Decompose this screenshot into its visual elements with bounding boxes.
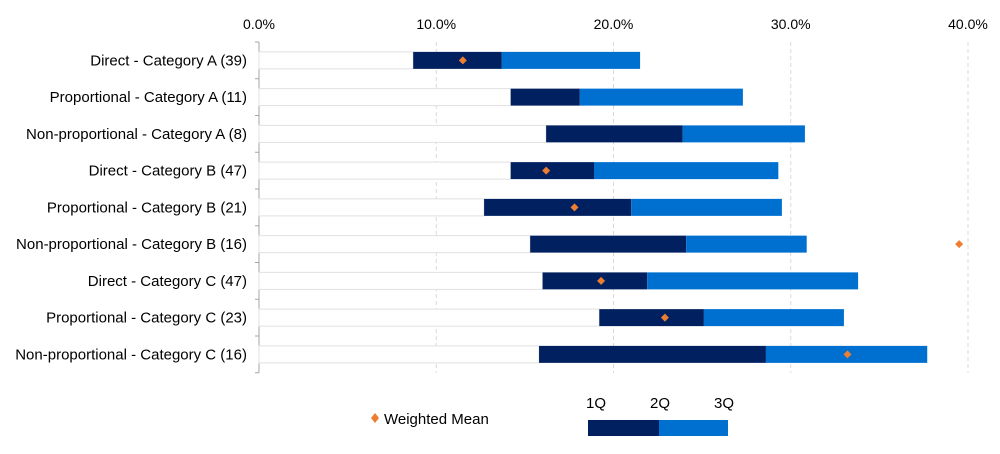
category-label: Proportional - Category B (21) bbox=[47, 199, 247, 216]
mean-marker bbox=[955, 240, 964, 249]
bar-lower-band bbox=[510, 88, 580, 106]
x-tick-label: 10.0% bbox=[416, 16, 456, 32]
bar-lower-band bbox=[510, 162, 595, 180]
x-tick-label: 30.0% bbox=[771, 16, 811, 32]
category-label: Direct - Category C (47) bbox=[88, 273, 247, 290]
legend-mean-label: Weighted Mean bbox=[384, 411, 489, 428]
bar-lower-band bbox=[484, 198, 632, 216]
x-tick-label: 40.0% bbox=[948, 16, 988, 32]
base-track bbox=[258, 88, 512, 107]
base-track bbox=[258, 271, 544, 290]
mean-markers bbox=[458, 56, 964, 359]
bar-lower-band bbox=[542, 272, 648, 290]
bar-upper-band bbox=[686, 235, 807, 253]
category-label: Proportional - Category C (23) bbox=[46, 310, 247, 327]
mean-marker bbox=[542, 166, 551, 175]
bar-upper-band bbox=[682, 125, 805, 143]
bar-upper-band bbox=[594, 162, 779, 180]
axis-layer bbox=[255, 41, 260, 374]
base-track bbox=[258, 161, 512, 180]
x-tick-labels: 0.0% 10.0% 20.0% 30.0% 40.0% bbox=[243, 16, 988, 32]
category-label: Direct - Category A (39) bbox=[90, 52, 247, 69]
category-label: Non-proportional - Category C (16) bbox=[15, 346, 247, 363]
bar-upper-band bbox=[579, 88, 743, 106]
legend: Weighted Mean 1Q 2Q 3Q bbox=[371, 395, 734, 436]
category-label: Direct - Category B (47) bbox=[89, 163, 247, 180]
category-label: Non-proportional - Category B (16) bbox=[16, 236, 247, 253]
base-track bbox=[258, 308, 600, 327]
legend-mean-marker bbox=[371, 413, 379, 423]
bar-upper-band bbox=[501, 51, 641, 69]
category-label: Non-proportional - Category A (8) bbox=[26, 126, 247, 143]
category-label: Proportional - Category A (11) bbox=[50, 89, 247, 106]
x-tick-label: 0.0% bbox=[243, 16, 275, 32]
x-tick-label: 20.0% bbox=[594, 16, 634, 32]
bar-lower-band bbox=[539, 345, 766, 363]
base-track bbox=[258, 198, 485, 217]
bar-lower-band bbox=[546, 125, 683, 143]
bar-lower-band bbox=[530, 235, 687, 253]
mean-marker bbox=[458, 56, 467, 65]
base-track bbox=[258, 124, 547, 143]
legend-q2-label: 2Q bbox=[650, 395, 670, 412]
legend-upper-band bbox=[659, 420, 728, 436]
bar-upper-band bbox=[631, 198, 782, 216]
bar-lower-band bbox=[599, 309, 704, 327]
bar-upper-band bbox=[647, 272, 859, 290]
base-track bbox=[258, 235, 531, 254]
bar-layer bbox=[258, 51, 928, 364]
base-track bbox=[258, 345, 540, 364]
category-labels: Direct - Category A (39) Proportional - C… bbox=[15, 52, 247, 363]
bar-upper-band bbox=[703, 309, 844, 327]
bar-lower-band bbox=[413, 51, 502, 69]
legend-q3-label: 3Q bbox=[714, 395, 734, 412]
legend-lower-band bbox=[588, 420, 659, 436]
mean-marker bbox=[597, 276, 606, 285]
legend-q1-label: 1Q bbox=[586, 395, 606, 412]
base-track bbox=[258, 51, 414, 70]
mean-marker bbox=[570, 203, 579, 212]
mean-marker bbox=[660, 313, 669, 322]
mean-marker bbox=[843, 350, 852, 359]
